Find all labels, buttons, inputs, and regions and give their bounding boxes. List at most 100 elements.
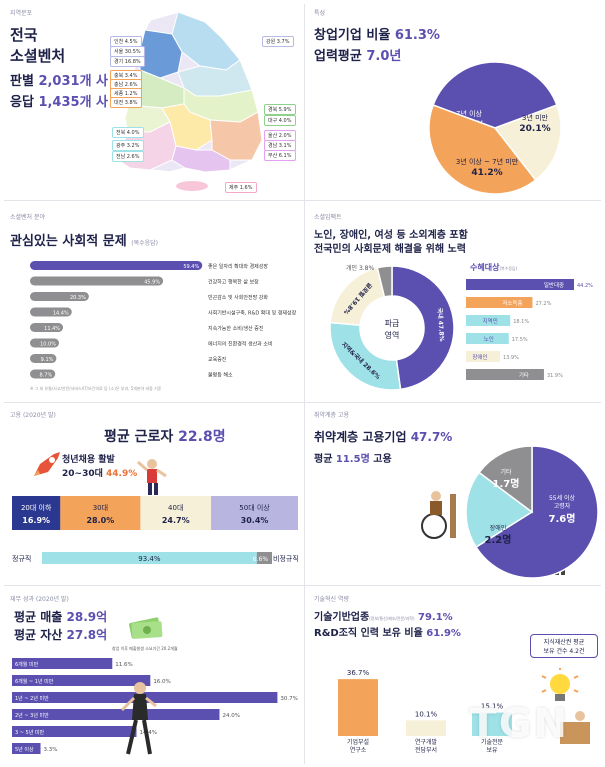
age-label: 40대: [168, 504, 183, 512]
slice-value: 2.2명: [485, 533, 512, 546]
irregular-label: 비정규직: [273, 555, 299, 563]
bar: [30, 323, 64, 332]
regular-value: 93.4%: [138, 555, 161, 563]
age-label: 20대 이하: [21, 503, 52, 512]
chart-title: 노인, 장애인, 여성 등 소외계층 포함: [314, 230, 468, 241]
bar-value: 24.0%: [222, 713, 239, 719]
age-segment: [140, 496, 212, 530]
bar-value: 27.2%: [535, 301, 551, 307]
bar-category: 기업부설: [347, 738, 369, 746]
korea-map: [117, 11, 263, 191]
bar-category: 연구개발: [415, 738, 438, 746]
bar-category: 좋은 일자리 확대와 경제성장: [208, 263, 268, 270]
chart-subtitle: 창업 이후 매출발생 소요기간 20.2개월: [112, 646, 178, 651]
donut-slice-label: 국내 47.8%: [436, 307, 446, 341]
divider: [4, 585, 601, 586]
pie-slice: [432, 61, 558, 129]
age-value: 28.0%: [86, 516, 114, 525]
bar-value: 20.3%: [70, 295, 86, 301]
donut-label: 개인 3.8%: [346, 265, 375, 272]
bar-category: 장애인: [472, 353, 487, 361]
region-label: 부산 6.1%: [264, 150, 296, 161]
chart-title: 전국민의 사회문제 해결을 위해 노력: [314, 244, 466, 255]
age-value: 16.9%: [22, 516, 50, 525]
bar: [472, 712, 512, 736]
beneficiary-bar-chart: 일반대중 44.2% 저소득층 27.2% 지역민 18.1% 노인 17.5% 장애인 13.9…: [466, 279, 593, 380]
slice-label: 고령자: [554, 502, 571, 510]
section-label: 특성: [314, 10, 326, 17]
region-label: 강원 3.7%: [262, 36, 294, 47]
page-title: 소셜벤처: [10, 47, 66, 65]
bar-category: 6개월 ~ 1년 미만: [15, 678, 54, 685]
bar-value: 10.0%: [40, 342, 56, 348]
bar-value: 9.1%: [41, 357, 54, 363]
bar-category: 교육증진: [208, 356, 227, 363]
section-label: 지역분포: [10, 10, 33, 17]
stat-line: 평균 11.5명 고용: [314, 454, 392, 465]
bar-category: 빈곤감소 및 사회안전망 강화: [208, 294, 268, 301]
section-label: 취약계층 고용: [314, 412, 350, 419]
bar: [30, 292, 89, 301]
divider: [4, 402, 601, 403]
age-distribution-bar: 20대 이하 16.9% 30대 28.0% 40대 24.7% 50대 이상 30.4%: [12, 496, 298, 530]
bar: [12, 658, 113, 669]
chart-title: 관심있는 사회적 문제 (복수응답): [10, 234, 158, 249]
donut-hole: [362, 298, 422, 358]
bar-value: 59.4%: [183, 264, 199, 270]
bar: [30, 338, 59, 348]
chart-title: 수혜대상(복수응답): [470, 263, 518, 272]
stat-line: 업력평균 7.0년: [314, 49, 402, 64]
region-label: 대구 4.0%: [264, 115, 296, 126]
slice-label: 3년 미만: [522, 113, 549, 122]
footnote: ※ 그 외 유통/사고/안전/서비스/IT/보건의료 등 (소)은 부과, 5개…: [30, 386, 162, 391]
irregular-value: 6.6%: [253, 556, 269, 563]
pie-slice: [493, 104, 562, 182]
slice-value: 1.7명: [493, 477, 520, 490]
bar-category: 일반대중: [544, 281, 564, 289]
regular-segment: [42, 552, 257, 564]
bar: [12, 709, 220, 720]
bar-value: 8.7%: [40, 373, 53, 379]
bar-category: 노인: [484, 336, 494, 343]
bar-value: 18.1%: [513, 319, 529, 325]
bar-category: 1년 ~ 2년 미만: [15, 695, 49, 702]
region-label: 대전 3.8%: [110, 97, 142, 108]
social-issues-bar-chart: 59.4% 좋은 일자리 확대와 경제성장 45.9% 건강하고 행복한 삶 보장 20…: [30, 261, 297, 379]
bar-value: 17.5%: [512, 337, 528, 343]
stat-line: 취약계층 고용기업 47.7%: [314, 430, 453, 444]
watermark: TGN: [469, 701, 569, 747]
bar: [12, 743, 41, 754]
page-title: 전국: [10, 26, 38, 44]
bar-value: 11.6%: [115, 662, 132, 668]
money-icon: [129, 617, 163, 639]
bar-value: 44.2%: [577, 283, 593, 289]
bar: [466, 315, 511, 326]
bar-value: 36.7%: [347, 669, 370, 677]
bar: [406, 720, 446, 736]
bar-category: 에너지의 친환경적 생산과 소비: [208, 341, 273, 348]
bar-category: 연구소: [350, 746, 367, 754]
callout-bubble: 지식재산권 평균 보유 건수 4.2건: [530, 634, 598, 658]
slice-value: 7.6명: [549, 512, 576, 525]
youth-line: 청년채용 활발: [62, 455, 115, 465]
age-value: 30.4%: [241, 516, 269, 525]
bar: [30, 261, 203, 270]
bar-category: 6개월 미만: [15, 661, 39, 668]
slice-value: 41.2%: [471, 168, 502, 178]
regular-label: 정규직: [12, 555, 32, 563]
irregular-segment: [256, 552, 272, 564]
pie-slice: [465, 471, 534, 549]
bar-category: 2년 ~ 3년 미만: [15, 712, 49, 719]
bar-category: 전담부서: [415, 746, 437, 754]
person-flying-icon: [137, 459, 167, 495]
bar: [12, 726, 137, 737]
region-label: 경북 5.9%: [264, 104, 296, 115]
slice-label: 기타: [500, 468, 512, 476]
bar-category: 불평등 해소: [208, 372, 233, 379]
bar-value: 14.4%: [53, 311, 69, 317]
age-label: 50대 이상: [239, 503, 270, 512]
